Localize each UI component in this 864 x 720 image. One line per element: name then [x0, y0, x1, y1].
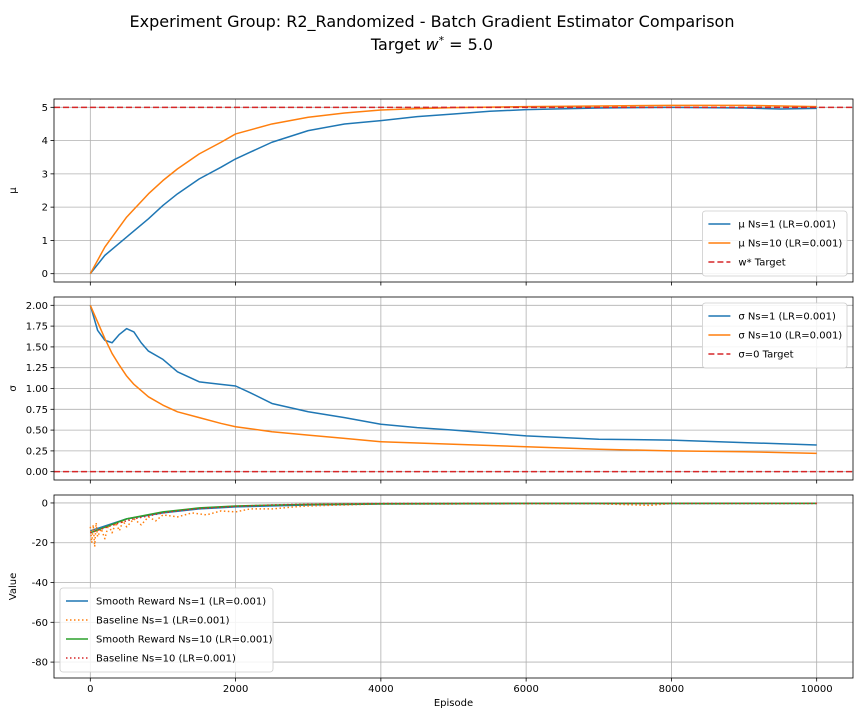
x-tick-label: 0: [87, 684, 93, 695]
y-tick-label: 0.50: [26, 426, 48, 437]
y-tick-label: 2.00: [26, 301, 48, 312]
y-tick-label: 2: [42, 203, 48, 214]
series-line-2: [89, 502, 817, 548]
y-tick-label: -20: [32, 538, 48, 549]
x-tick-label: 2000: [223, 684, 248, 695]
panel-2: 0.00 0.25 0.50 0.75 1.00 1.25 1.50 1.75 2.00 σ σ N…: [8, 296, 854, 484]
y-tick-label: 0.75: [26, 405, 48, 416]
series-group: [89, 502, 817, 548]
panel-1: 0 1 2 3 4 5 μ μ Ns=1 (LR=0.001) μ Ns=10 (LR=0.00…: [8, 98, 854, 286]
series-group: [54, 104, 853, 275]
x-axis-label: Episode: [434, 698, 473, 709]
y-tick-label: -80: [32, 658, 48, 669]
legend-entry: σ Ns=10 (LR=0.001): [738, 331, 842, 342]
axes-frame: [53, 494, 854, 679]
legend-box: [702, 302, 848, 369]
series-line-2: [89, 305, 817, 455]
axes-frame: [53, 98, 854, 283]
y-tick-label: 1.00: [26, 384, 48, 395]
x-tick-label: 8000: [659, 684, 684, 695]
y-tick-label: 0: [42, 498, 48, 509]
y-tick-label: -60: [32, 618, 48, 629]
x-tick-label: 6000: [513, 684, 538, 695]
y-tick-label: 1.75: [26, 322, 48, 333]
y-tick-label: -40: [32, 578, 48, 589]
legend: Smooth Reward Ns=1 (LR=0.001) Baseline Ns…: [59, 587, 274, 673]
y-axis-label: Value: [8, 573, 19, 600]
y-axis-label: σ: [8, 385, 19, 392]
legend-entry: w* Target: [738, 258, 785, 269]
y-axis-label: μ: [8, 187, 19, 194]
legend-entry: Smooth Reward Ns=1 (LR=0.001): [96, 597, 266, 608]
series-line-1: [89, 305, 817, 446]
series-line-2: [89, 104, 817, 275]
y-tick-label: 0.00: [26, 467, 48, 478]
y-tick-label: 1.50: [26, 342, 48, 353]
legend-entry: Smooth Reward Ns=10 (LR=0.001): [96, 635, 273, 646]
y-tick-label: 4: [42, 136, 48, 147]
y-tick-label: 5: [42, 103, 48, 114]
legend-entry: μ Ns=1 (LR=0.001): [738, 220, 836, 231]
legend-box: [59, 587, 274, 673]
legend-box: [702, 210, 848, 277]
legend-entry: μ Ns=10 (LR=0.001): [738, 239, 842, 250]
x-tick-label: 4000: [368, 684, 393, 695]
series-line-4: [90, 502, 817, 534]
figure-subtitle: Target w* = 5.0: [370, 34, 493, 54]
legend: σ Ns=1 (LR=0.001) σ Ns=10 (LR=0.001) σ=0 T…: [702, 302, 848, 369]
y-tick-label: 0.25: [26, 446, 48, 457]
y-tick-label: 0: [42, 269, 48, 280]
legend: μ Ns=1 (LR=0.001) μ Ns=10 (LR=0.001) w* Ta…: [702, 210, 848, 277]
panels: 0 1 2 3 4 5 μ μ Ns=1 (LR=0.001) μ Ns=10 (LR=0.00…: [8, 98, 854, 709]
series-group: [54, 305, 853, 473]
panel-3: 0 2000 4000 6000 8000 10000 0 -20 -40 -60 -80 Value…: [8, 494, 854, 709]
y-tick-label: 1: [42, 236, 48, 247]
figure-title: Experiment Group: R2_Randomized - Batch …: [130, 12, 735, 32]
legend-entry: Baseline Ns=1 (LR=0.001): [96, 616, 230, 627]
legend-entry: Baseline Ns=10 (LR=0.001): [96, 654, 236, 665]
series-line-3: [90, 502, 817, 534]
y-tick-label: 1.25: [26, 363, 48, 374]
y-tick-label: 3: [42, 169, 48, 180]
legend-entry: σ Ns=1 (LR=0.001): [738, 312, 836, 323]
x-tick-label: 10000: [801, 684, 833, 695]
legend-entry: σ=0 Target: [738, 350, 793, 361]
